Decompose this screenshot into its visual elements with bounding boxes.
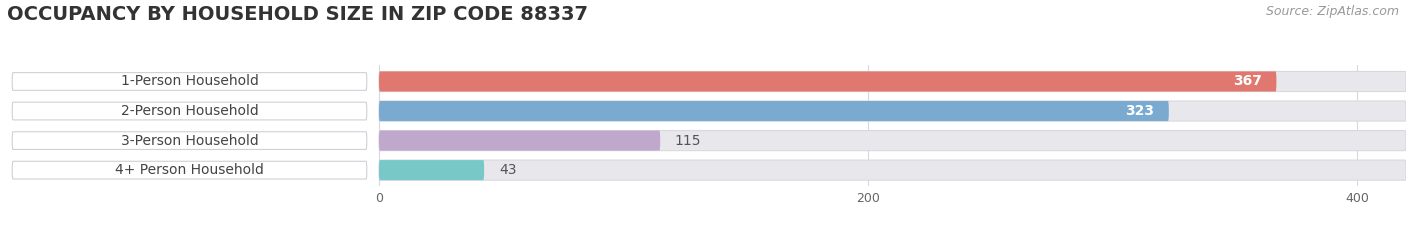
FancyBboxPatch shape — [380, 130, 1406, 151]
Text: 323: 323 — [1125, 104, 1154, 118]
FancyBboxPatch shape — [380, 72, 1277, 92]
Text: 367: 367 — [1233, 75, 1261, 89]
FancyBboxPatch shape — [380, 101, 1406, 121]
FancyBboxPatch shape — [380, 101, 1168, 121]
FancyBboxPatch shape — [13, 73, 367, 90]
Text: 1-Person Household: 1-Person Household — [121, 75, 259, 89]
FancyBboxPatch shape — [380, 72, 1406, 92]
FancyBboxPatch shape — [13, 161, 367, 179]
Text: 2-Person Household: 2-Person Household — [121, 104, 259, 118]
FancyBboxPatch shape — [380, 130, 661, 151]
Text: 115: 115 — [675, 134, 702, 147]
FancyBboxPatch shape — [380, 160, 1406, 180]
Text: OCCUPANCY BY HOUSEHOLD SIZE IN ZIP CODE 88337: OCCUPANCY BY HOUSEHOLD SIZE IN ZIP CODE … — [7, 5, 588, 24]
Text: 3-Person Household: 3-Person Household — [121, 134, 259, 147]
Text: Source: ZipAtlas.com: Source: ZipAtlas.com — [1265, 5, 1399, 18]
FancyBboxPatch shape — [13, 102, 367, 120]
Text: 43: 43 — [499, 163, 516, 177]
Text: 4+ Person Household: 4+ Person Household — [115, 163, 264, 177]
FancyBboxPatch shape — [13, 132, 367, 149]
FancyBboxPatch shape — [380, 160, 484, 180]
